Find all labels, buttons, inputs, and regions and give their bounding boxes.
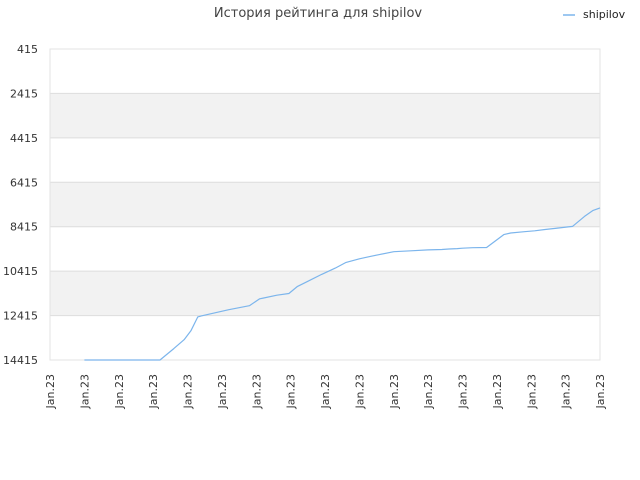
plot-bands	[50, 93, 600, 316]
y-tick-label: 4415	[10, 132, 38, 145]
x-tick-label: Jan.23	[216, 374, 229, 409]
y-axis: 415 2415 4415 6415 8415 10415 12415 14415	[3, 43, 38, 367]
y-tick-label: 14415	[3, 354, 38, 367]
x-tick-label: Jan.23	[353, 374, 366, 409]
x-tick-label: Jan.23	[560, 374, 573, 409]
x-tick-label: Jan.23	[319, 374, 332, 409]
y-tick-label: 8415	[10, 221, 38, 234]
x-tick-label: Jan.23	[422, 374, 435, 409]
plot-band	[50, 271, 600, 316]
series-line-shipilov	[84, 207, 601, 361]
y-tick-label: 12415	[3, 310, 38, 323]
y-tick-label: 415	[17, 43, 38, 56]
plot-area-border	[49, 48, 601, 361]
x-tick-label: Jan.23	[285, 374, 298, 409]
y-tick-label: 6415	[10, 176, 38, 189]
series-layer	[84, 207, 601, 361]
x-tick-label: Jan.23	[44, 374, 57, 409]
y-tick-label: 10415	[3, 265, 38, 278]
x-tick-label: Jan.23	[182, 374, 195, 409]
x-tick-label: Jan.23	[525, 374, 538, 409]
x-tick-label: Jan.23	[388, 374, 401, 409]
plot-band	[50, 182, 600, 227]
x-tick-label: Jan.23	[250, 374, 263, 409]
plot-band	[50, 93, 600, 138]
grid-lines	[50, 48, 600, 361]
legend-label-shipilov: shipilov	[583, 8, 626, 21]
x-tick-label: Jan.23	[113, 374, 126, 409]
x-tick-label: Jan.23	[78, 374, 91, 409]
x-tick-label: Jan.23	[147, 374, 160, 409]
chart-title: История рейтинга для shipilov	[214, 6, 423, 21]
x-tick-label: Jan.23	[594, 374, 607, 409]
y-tick-label: 2415	[10, 87, 38, 100]
legend[interactable]: shipilov	[563, 8, 626, 21]
x-tick-label: Jan.23	[457, 374, 470, 409]
x-tick-label: Jan.23	[491, 374, 504, 409]
x-axis: Jan.23 Jan.23 Jan.23 Jan.23 Jan.23 Jan.23 Jan.…	[44, 374, 607, 409]
